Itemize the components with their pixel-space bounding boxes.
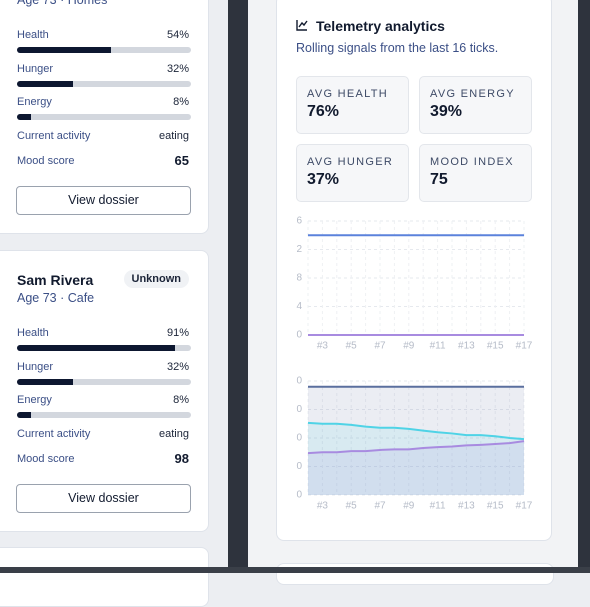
y-tick-label: 0 (296, 433, 302, 444)
y-tick-label: 8 (296, 273, 302, 284)
stat-label: AVG ENERGY (430, 88, 515, 100)
meter-fill (17, 345, 176, 351)
stat-value: 75 (430, 171, 448, 188)
meter-fill (17, 47, 111, 53)
meter-value: 8% (173, 394, 189, 406)
chart-icon (296, 20, 308, 31)
x-tick-label: #3 (317, 341, 329, 352)
resident-subtitle: Age 73 · Cafe (17, 291, 95, 305)
charts: 6 2 8 4 0 #3 #5 #7 #9 #11 #13 #15 #17 0 0 0 0 0 #3 #5 #7 #9 #1… (296, 216, 533, 512)
activity-value: eating (159, 428, 189, 440)
view-dossier-button[interactable]: View dossier (16, 484, 191, 513)
resident-name: Sam Rivera (17, 272, 94, 288)
meter-value: 32% (166, 360, 189, 373)
meter-value: 91% (166, 327, 189, 339)
stat-box: AVG HEALTH 76% (296, 76, 409, 134)
x-tick-label: #15 (487, 501, 504, 512)
series-line (307, 440, 525, 455)
stat-box: MOOD INDEX 75 (419, 144, 532, 202)
y-tick-label: 0 (296, 330, 302, 341)
area (308, 386, 524, 495)
meter-label: Health (17, 29, 49, 41)
stat-value: 37% (307, 171, 340, 188)
series-line (307, 421, 525, 441)
stat-label: AVG HEALTH (307, 88, 389, 100)
meter-value: 54% (166, 29, 189, 41)
meter-label: Hunger (17, 360, 54, 373)
bottom-bar (0, 567, 590, 573)
meter-label: Hunger (17, 62, 54, 75)
x-tick-label: #9 (403, 501, 415, 512)
meter-track (17, 114, 191, 120)
y-tick-label: 4 (296, 301, 302, 312)
stat-value: 76% (307, 103, 340, 120)
resident-subtitle: Age 73 · Homes (17, 0, 108, 7)
y-tick-label: 0 (296, 490, 302, 501)
x-tick-label: #17 (516, 501, 533, 512)
meter-fill (17, 378, 73, 385)
activity-value: eating (159, 130, 189, 142)
x-tick-label: #5 (346, 501, 358, 512)
meter-track (17, 80, 191, 87)
meter-label: Health (17, 327, 49, 339)
meter-fill (17, 114, 31, 120)
y-tick-label: 2 (296, 244, 302, 255)
view-dossier-button[interactable]: View dossier (16, 186, 191, 215)
area (308, 441, 524, 495)
x-tick-label: #7 (374, 341, 386, 352)
mood-label: Mood score (17, 453, 75, 465)
meter-track (17, 47, 191, 53)
meter-track (17, 412, 191, 418)
meter-fill (17, 412, 31, 418)
x-tick-label: #9 (403, 341, 415, 352)
meter-value: 32% (166, 62, 189, 75)
x-tick-label: #5 (346, 341, 358, 352)
mood-value: 98 (174, 451, 189, 466)
resident-card: Sam Rivera Unknown Age 73 · Cafe Health 91% H… (0, 250, 209, 532)
x-tick-label: #3 (317, 501, 329, 512)
mood-label: Mood score (17, 155, 75, 167)
status-badge: Unknown (123, 270, 189, 288)
activity-label: Current activity (17, 130, 91, 142)
panel-subtitle: Rolling signals from the last 16 ticks. (296, 41, 499, 55)
meter-label: Energy (17, 96, 52, 108)
x-tick-label: #13 (458, 501, 475, 512)
x-tick-label: #15 (487, 341, 504, 352)
mood-value: 65 (174, 153, 189, 168)
y-tick-label: 0 (296, 376, 302, 387)
activity-label: Current activity (17, 428, 91, 440)
meter-label: Energy (17, 394, 52, 406)
stat-box: AVG HUNGER 37% (296, 144, 409, 202)
meter-fill (17, 80, 73, 87)
stat-label: AVG HUNGER (307, 156, 394, 168)
y-tick-label: 6 (296, 216, 302, 227)
resident-card: Age 73 · Homes Health 54% Hunger 32% Energy 8%… (0, 0, 209, 234)
y-tick-label: 0 (296, 404, 302, 415)
meter-track (17, 345, 191, 351)
x-tick-label: #17 (516, 341, 533, 352)
meter-track (17, 378, 191, 385)
stat-label: MOOD INDEX (430, 156, 514, 168)
stat-box: AVG ENERGY 39% (419, 76, 532, 134)
area (308, 422, 524, 495)
y-tick-label: 0 (296, 461, 302, 472)
x-tick-label: #11 (430, 501, 446, 512)
x-tick-label: #11 (430, 341, 446, 352)
x-tick-label: #7 (374, 501, 386, 512)
stat-value: 39% (430, 103, 463, 120)
panel-title: Telemetry analytics (316, 18, 445, 34)
right-edge (578, 0, 590, 573)
x-tick-label: #13 (458, 341, 475, 352)
divider (228, 0, 248, 573)
meter-value: 8% (173, 96, 189, 108)
